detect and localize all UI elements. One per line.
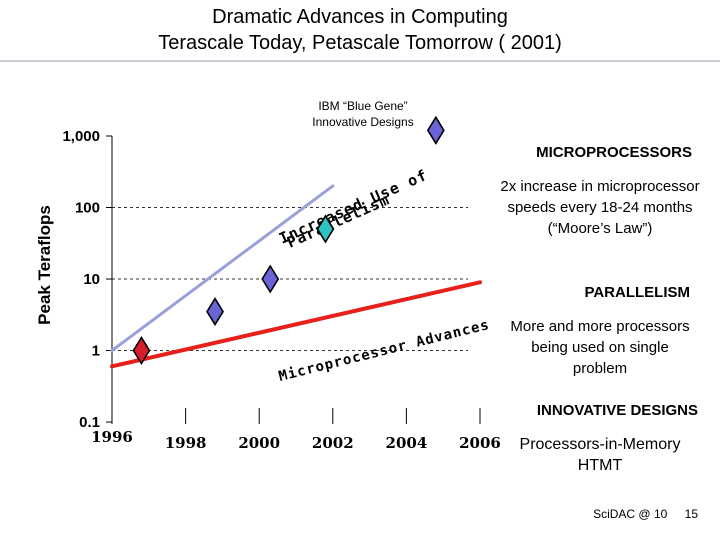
- y-tick-label: 1: [92, 343, 100, 360]
- x-tick-label: 1996: [91, 428, 133, 446]
- ibm-annotation-line: IBM “Blue Gene”: [318, 99, 407, 113]
- innovative-designs-heading: INNOVATIVE DESIGNS: [536, 402, 698, 419]
- slide-subtitle: Terascale Today, Petascale Tomorrow ( 20…: [158, 32, 562, 54]
- data-point: [426, 115, 445, 145]
- slide-title: Dramatic Advances in Computing: [212, 6, 508, 28]
- y-tick-label: 1,000: [62, 128, 100, 145]
- line-labels: Increased Use ofParallelismMicroprocesso…: [276, 166, 491, 385]
- grid: [112, 207, 468, 351]
- data-point: [316, 214, 335, 244]
- trend-lines: [110, 184, 482, 369]
- parallelism-text: More and more processors being used on s…: [510, 318, 690, 377]
- microprocessor-line-label: Microprocessor Advances: [277, 317, 491, 385]
- parallelism-heading: PARALLELISM: [584, 284, 690, 301]
- data-points: [132, 115, 445, 366]
- data-point: [261, 264, 280, 294]
- y-tick-label: 10: [83, 271, 100, 288]
- footer-label: SciDAC @ 10: [593, 507, 668, 521]
- data-point: [206, 297, 224, 327]
- x-tick-label: 2004: [386, 434, 428, 452]
- title-divider: [0, 60, 720, 62]
- innovative-designs-text: Processors-in-Memory HTMT: [519, 436, 681, 474]
- ibm-annotation-line: Innovative Designs: [312, 115, 413, 129]
- y-tick-label: 0.1: [79, 414, 100, 431]
- x-tick-label: 2006: [459, 434, 501, 452]
- y-axis-label: Peak Teraflops: [35, 205, 54, 325]
- x-tick-label: 1998: [165, 434, 207, 452]
- data-point: [132, 335, 151, 366]
- page-number: 15: [684, 507, 698, 521]
- x-tick-label: 2002: [312, 434, 354, 452]
- trend-line: [110, 280, 482, 369]
- y-tick-label: 100: [75, 200, 100, 217]
- footer: SciDAC @ 10 15: [579, 507, 698, 521]
- trend-line: [110, 184, 335, 352]
- microprocessors-heading: MICROPROCESSORS: [536, 144, 692, 161]
- microprocessors-text: 2x increase in microprocessor speeds eve…: [500, 178, 700, 237]
- x-tick-label: 2000: [238, 434, 280, 452]
- ibm-annotation: IBM “Blue Gene” Innovative Designs: [312, 99, 413, 129]
